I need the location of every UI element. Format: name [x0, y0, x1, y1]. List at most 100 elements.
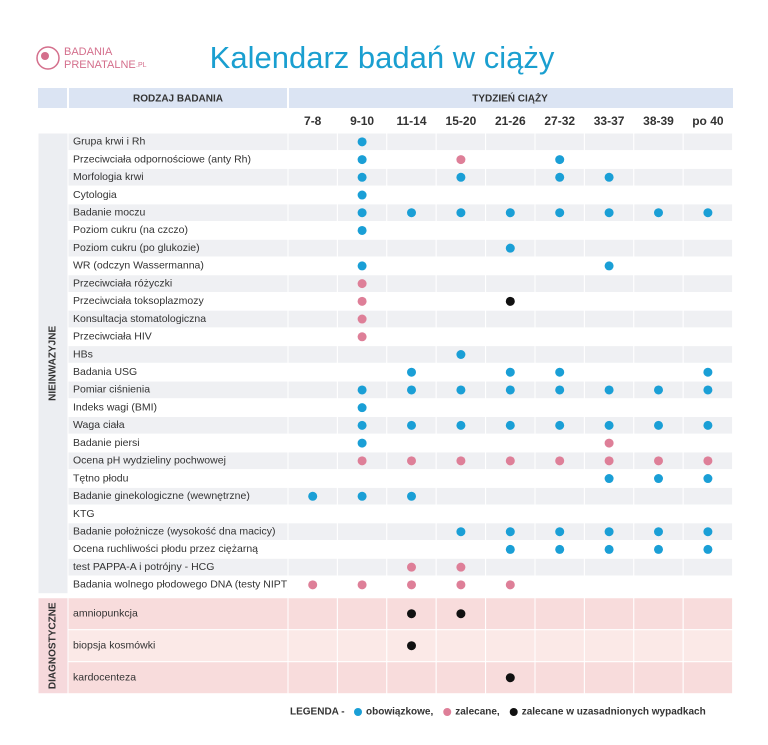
cell: [583, 274, 635, 293]
logo-text: BADANIA: [64, 46, 113, 58]
cell: [435, 309, 487, 329]
row-name: Ocena pH wydzieliny pochwowej: [73, 455, 226, 467]
cell: [485, 167, 536, 187]
dot: [357, 137, 367, 147]
cell: [583, 291, 635, 311]
cell: [534, 221, 585, 240]
cell: [287, 629, 338, 663]
dot: [357, 314, 367, 324]
dot: [407, 641, 416, 651]
dot: [456, 420, 466, 430]
cell: [386, 185, 437, 205]
dot: [357, 190, 367, 200]
cell: [336, 557, 388, 577]
cell: [633, 486, 684, 506]
cell: [386, 132, 437, 152]
cell: [534, 345, 585, 364]
row-name: Morfologia krwi: [73, 171, 144, 183]
dot: [407, 367, 416, 377]
legend-label: obowiązkowe,: [366, 707, 433, 718]
cell: [336, 362, 388, 382]
row-name-cell: [67, 504, 289, 524]
header-exam: RODZAJ BADANIA: [133, 94, 223, 105]
row-name: WR (odczyn Wassermanna): [73, 260, 204, 272]
dot: [604, 456, 614, 466]
cell: [534, 238, 585, 258]
cell: [386, 504, 437, 524]
cell: [682, 629, 734, 663]
legend-dot: [354, 708, 362, 716]
cell: [583, 504, 635, 524]
dot: [555, 456, 565, 466]
dot: [407, 562, 416, 572]
dot: [505, 544, 515, 554]
dot: [555, 367, 565, 377]
dot: [357, 155, 367, 165]
cell: [485, 274, 536, 293]
dot: [555, 544, 565, 554]
cell: [534, 291, 585, 311]
cell: [435, 362, 487, 382]
cell: [287, 380, 338, 400]
dot: [456, 580, 466, 590]
cell: [534, 309, 585, 329]
cell: [485, 327, 536, 347]
dot: [604, 420, 614, 430]
row-name: HBs: [73, 348, 93, 360]
dot: [357, 456, 367, 466]
cell: [682, 221, 734, 240]
dot: [357, 279, 367, 289]
cell: [682, 504, 734, 524]
cell: [435, 221, 487, 240]
dot: [505, 296, 515, 306]
legend-dot: [443, 708, 452, 716]
row-name: test PAPPA-A i potrójny - HCG: [73, 561, 214, 573]
dot: [357, 438, 367, 448]
cell: [682, 345, 734, 364]
cell: [287, 416, 338, 435]
week-label: 7-8: [304, 114, 322, 128]
week-label: po 40: [692, 114, 724, 128]
cell: [583, 398, 635, 418]
cell: [386, 661, 437, 695]
row-name: Konsultacja stomatologiczna: [73, 313, 206, 325]
cell: [287, 167, 338, 187]
dot: [357, 491, 367, 501]
cell: [633, 504, 684, 524]
legend-label: zalecane w uzasadnionych wypadkach: [522, 707, 706, 718]
cell: [633, 362, 684, 382]
cell: [336, 629, 388, 663]
dot: [456, 385, 466, 395]
week-label: 27-32: [544, 114, 575, 128]
dot: [357, 332, 367, 342]
cell: [386, 469, 437, 488]
cell: [583, 362, 635, 382]
dot: [505, 527, 515, 537]
cell: [485, 309, 536, 329]
cell: [633, 221, 684, 240]
cell: [682, 132, 734, 152]
cell: [287, 661, 338, 695]
cell: [386, 167, 437, 187]
cell: [583, 345, 635, 364]
dot: [555, 208, 565, 218]
legend-label: zalecane,: [455, 707, 500, 718]
row-name: Pomiar ciśnienia: [73, 384, 150, 396]
cell: [386, 150, 437, 169]
logo-icon: [36, 46, 60, 70]
cell: [287, 540, 338, 559]
row-name: Badanie ginekologiczne (wewnętrzne): [73, 490, 250, 502]
cell: [287, 362, 338, 382]
cell: [485, 469, 536, 488]
cell: [336, 522, 388, 542]
cell: [287, 345, 338, 364]
cell: [534, 274, 585, 293]
cell: [485, 221, 536, 240]
cell: [336, 540, 388, 559]
cell: [583, 629, 635, 663]
dot: [703, 456, 713, 466]
cell: [583, 309, 635, 329]
cell: [682, 398, 734, 418]
cell: [287, 504, 338, 524]
cell: [287, 309, 338, 329]
